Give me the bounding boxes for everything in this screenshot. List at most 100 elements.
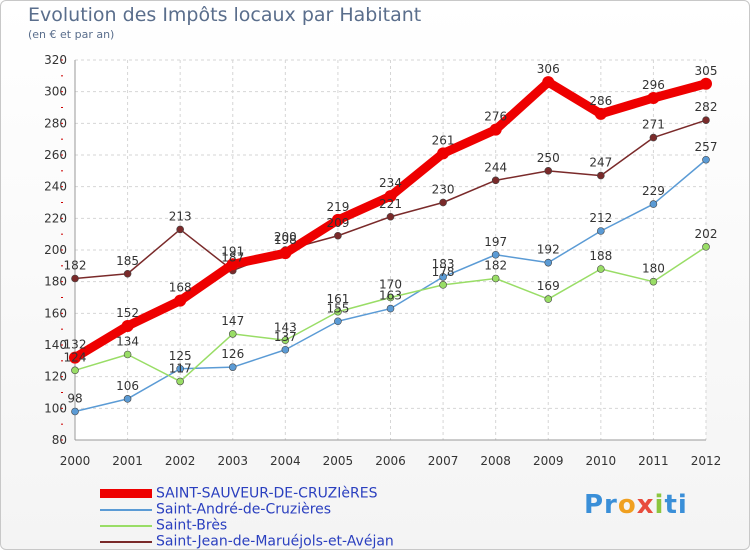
data-point (384, 190, 397, 203)
data-point (491, 176, 500, 185)
legend-label-saint-jean: Saint-Jean-de-Maruéjols-et-Avéjan (156, 533, 394, 550)
proxiti-logo: Proxiti (584, 490, 688, 520)
line-chart: 80 100 120 140 160 180 200 220 240 260 280 300 320 20… (44, 53, 722, 468)
data-point (176, 225, 184, 234)
data-label: 247 (589, 156, 612, 170)
data-point (491, 250, 500, 259)
data-label: 188 (589, 249, 612, 263)
chart-subtitle: (en € et par an) (28, 28, 115, 41)
x-tick-label: 2004 (270, 454, 301, 468)
data-point (228, 330, 237, 338)
data-point (649, 133, 658, 142)
data-point (491, 274, 500, 283)
data-point (700, 77, 712, 90)
data-point (544, 167, 553, 175)
data-label: 178 (432, 265, 455, 279)
data-point (542, 76, 555, 89)
data-label: 182 (484, 259, 507, 273)
y-tick-label: 80 (52, 433, 67, 447)
legend-label-saint-bres: Saint-Brès (156, 517, 228, 534)
data-point (228, 363, 237, 371)
data-point (489, 123, 502, 136)
data-label: 276 (484, 110, 507, 124)
data-label: 209 (326, 216, 349, 230)
y-tick-label: 240 (44, 180, 67, 194)
y-minor-tick (61, 392, 63, 393)
x-tick-label: 2010 (586, 454, 617, 468)
y-tick-label: 220 (44, 211, 67, 225)
legend-item-saint-jean: Saint-Jean-de-Maruéjols-et-Avéjan (100, 533, 394, 550)
data-point (437, 147, 450, 160)
data-label: 306 (537, 62, 560, 76)
data-point (279, 247, 292, 260)
data-label: 200 (274, 230, 297, 244)
y-minor-tick (61, 107, 63, 108)
data-label: 250 (537, 151, 560, 165)
data-point (386, 212, 395, 221)
data-label: 230 (432, 183, 455, 197)
y-minor-tick (61, 59, 63, 61)
data-point (439, 281, 447, 289)
x-tick-label: 2003 (217, 454, 248, 468)
data-label: 134 (116, 335, 139, 349)
data-point (71, 366, 79, 375)
data-point (123, 350, 132, 359)
data-label: 219 (326, 200, 349, 214)
data-point (647, 92, 660, 104)
data-point (649, 200, 658, 208)
data-point (123, 395, 132, 403)
x-tick-label: 2006 (375, 454, 406, 468)
data-point (281, 336, 290, 345)
y-minor-tick (61, 281, 63, 283)
data-point (69, 351, 81, 364)
y-minor-tick (61, 249, 63, 251)
data-point (544, 295, 553, 303)
data-point (649, 277, 658, 286)
y-minor-tick (61, 154, 63, 156)
chart-title: Evolution des Impôts locaux par Habitant (28, 4, 422, 26)
data-point (176, 377, 184, 386)
y-minor-tick (61, 407, 63, 409)
data-label: 155 (326, 301, 349, 315)
legend-swatch-saint-jean (100, 540, 152, 543)
data-label: 147 (221, 314, 244, 328)
data-label: 305 (695, 64, 718, 78)
x-tick-label: 2012 (691, 454, 722, 468)
legend-label-saint-andre: Saint-André-de-Cruzières (156, 501, 332, 518)
data-label: 244 (484, 160, 507, 174)
data-label: 296 (642, 78, 665, 92)
data-point (597, 265, 605, 273)
data-label: 191 (221, 244, 244, 258)
y-minor-tick (61, 344, 63, 346)
data-label: 106 (116, 379, 139, 393)
data-label: 168 (169, 281, 192, 295)
y-tick-label: 260 (44, 148, 67, 162)
data-point (334, 307, 342, 316)
legend-swatch-saint-sauveur (100, 489, 152, 498)
data-label: 257 (695, 140, 718, 154)
data-label: 183 (432, 257, 455, 271)
y-minor-tick (61, 75, 63, 77)
legend-item-saint-sauveur: SAINT-SAUVEUR-DE-CRUZIèRES (100, 485, 394, 502)
data-label: 261 (432, 133, 455, 147)
y-tick-label: 180 (44, 275, 67, 289)
data-point (123, 269, 132, 278)
legend-swatch-saint-andre (100, 508, 152, 511)
x-tick-label: 2009 (533, 454, 564, 468)
y-tick-label: 280 (44, 116, 67, 130)
data-label: 126 (221, 347, 244, 361)
y-minor-tick (61, 138, 63, 140)
data-label: 212 (589, 211, 612, 225)
data-label: 229 (642, 184, 665, 198)
data-label: 117 (169, 361, 192, 375)
y-tick-label: 140 (44, 338, 67, 352)
y-minor-tick (61, 217, 63, 219)
y-minor-tick (61, 91, 63, 93)
data-label: 182 (64, 259, 87, 273)
data-label: 221 (379, 197, 402, 211)
data-label: 192 (537, 243, 560, 257)
data-label: 152 (116, 306, 139, 320)
y-minor-tick (61, 423, 63, 425)
data-label: 169 (537, 279, 560, 293)
y-minor-tick (61, 122, 63, 124)
